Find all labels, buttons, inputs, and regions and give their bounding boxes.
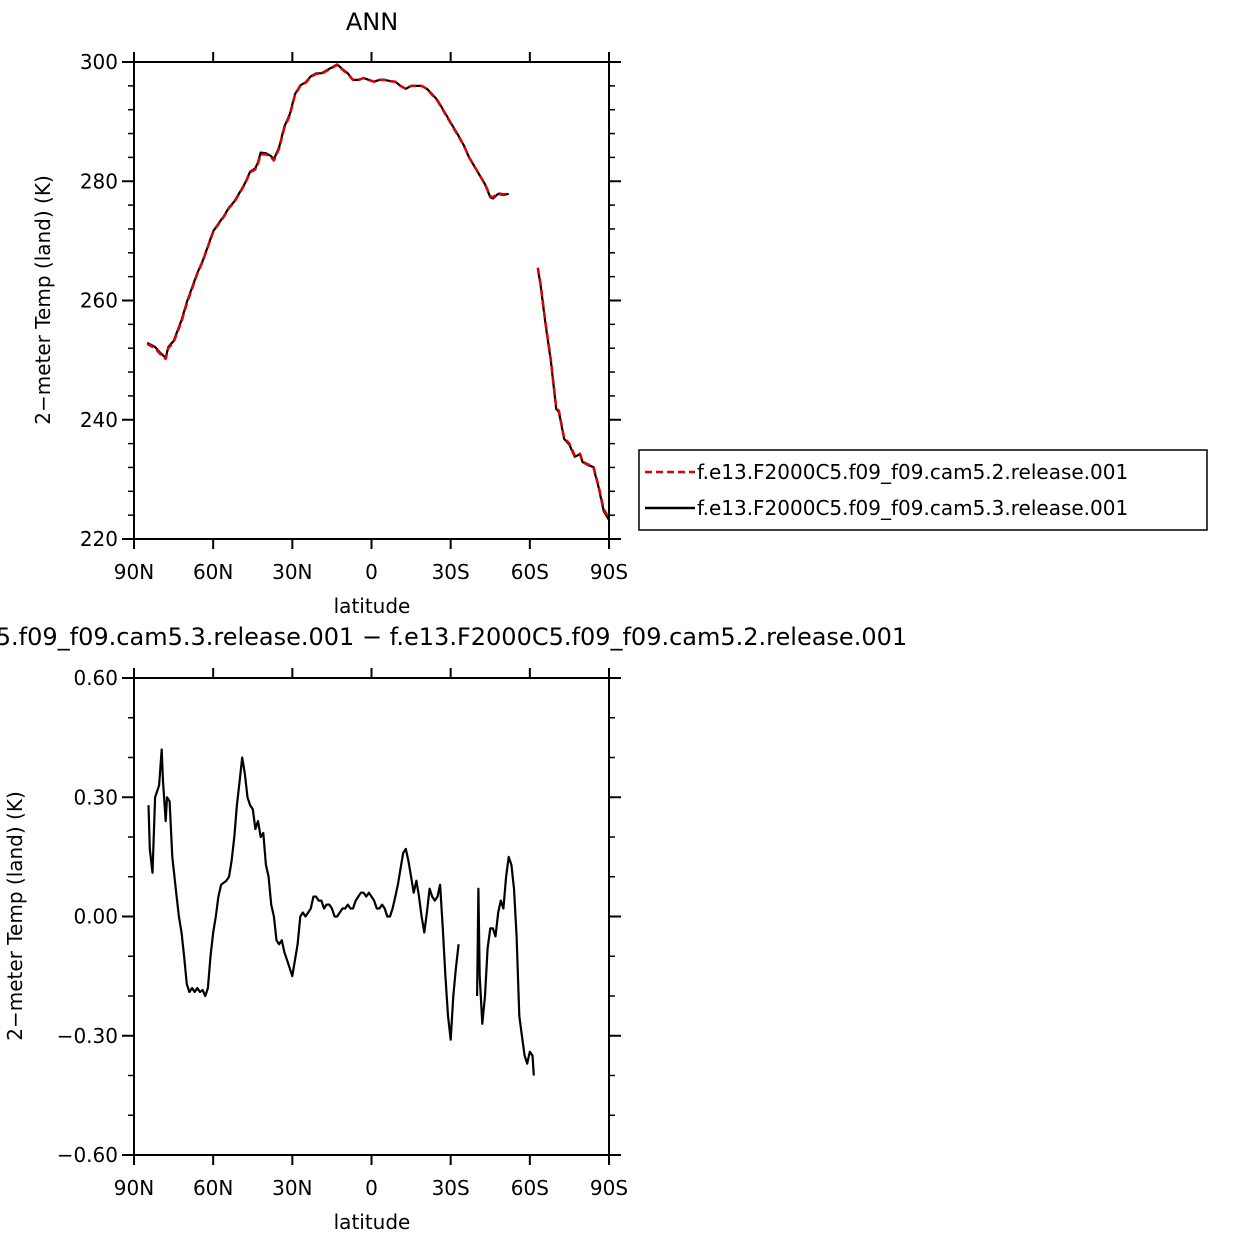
panel-1-x-tick-label: 90N <box>114 560 154 584</box>
panel-2-x-axis-label: latitude <box>334 1210 411 1234</box>
panel-2-y-axis-label: 2−meter Temp (land) (K) <box>3 791 27 1041</box>
panel-1-y-tick-label: 220 <box>80 527 118 551</box>
panel-1-series-0-segment-1 <box>536 267 611 519</box>
panel-2-series-0-segment-1 <box>476 855 535 1076</box>
legend-label-cam5-2: f.e13.F2000C5.f09_f09.cam5.2.release.001 <box>697 460 1128 484</box>
panel-2-y-tick-label: 0.30 <box>73 785 118 809</box>
panel-2-plot-frame <box>133 677 610 1156</box>
panel-1-title: ANN <box>346 8 398 36</box>
panel-1-x-ticks: 90N 60N 30N 0 30S 60S 90S <box>114 52 628 584</box>
panel-2-x-tick-label: 30N <box>272 1176 312 1200</box>
panel-1-plot-frame <box>133 61 610 540</box>
panel-2-series-0-segment-0 <box>147 748 460 1041</box>
panel-2-title: f.e13.F2000C5.f09_f09.cam5.3.release.001… <box>0 623 907 651</box>
panel-2-y-tick-label: 0.00 <box>73 905 118 929</box>
panel-2-x-tick-label: 60N <box>193 1176 233 1200</box>
panel-1-x-tick-label: 60S <box>511 560 549 584</box>
panel-2-x-tick-label: 90N <box>114 1176 154 1200</box>
panel-1-lines <box>146 63 611 521</box>
panel-2-x-tick-label: 60S <box>511 1176 549 1200</box>
panel-2-x-tick-label: 90S <box>590 1176 628 1200</box>
panel-1-series-1-segment-0 <box>146 63 509 359</box>
panel-1-y-axis-label: 2−meter Temp (land) (K) <box>31 175 55 425</box>
panel-2-x-tick-label: 30S <box>432 1176 470 1200</box>
panel-2-y-tick-label: −0.30 <box>57 1024 118 1048</box>
panel-1-y-tick-label: 300 <box>80 50 118 74</box>
panel-1-series-0-segment-0 <box>146 63 509 361</box>
panel-1-x-axis-label: latitude <box>334 594 411 618</box>
panel-1-y-tick-label: 280 <box>80 169 118 193</box>
legend-box <box>638 449 1208 531</box>
panel-1-x-tick-label: 30N <box>272 560 312 584</box>
panel-1-y-tick-label: 260 <box>80 289 118 313</box>
panel-1-x-tick-label: 30S <box>432 560 470 584</box>
panel-2-y-tick-label: 0.60 <box>73 666 118 690</box>
difference-panel: f.e13.F2000C5.f09_f09.cam5.3.release.001… <box>0 623 907 1234</box>
legend-label-cam5-3: f.e13.F2000C5.f09_f09.cam5.3.release.001 <box>697 496 1128 520</box>
panel-1-x-tick-label: 90S <box>590 560 628 584</box>
panel-2-lines <box>147 748 535 1076</box>
panel-1-y-tick-label: 240 <box>80 408 118 432</box>
legend: f.e13.F2000C5.f09_f09.cam5.2.release.001… <box>638 449 1208 531</box>
panel-2-x-tick-label: 0 <box>365 1176 378 1200</box>
panel-1-y-ticks: 300 280 260 240 220 <box>80 50 621 551</box>
panel-2-y-ticks: 0.60 0.30 0.00 −0.30 −0.60 <box>57 666 621 1167</box>
panel-1-x-tick-label: 0 <box>365 560 378 584</box>
panel-1-x-tick-label: 60N <box>193 560 233 584</box>
panel-2-y-tick-label: −0.60 <box>57 1143 118 1167</box>
panel-2-x-ticks: 90N 60N 30N 0 30S 60S 90S <box>114 668 628 1200</box>
temperature-panel: ANN 90N 60N 30N 0 30S 60S 90S 300280260240220 … <box>31 8 1208 618</box>
